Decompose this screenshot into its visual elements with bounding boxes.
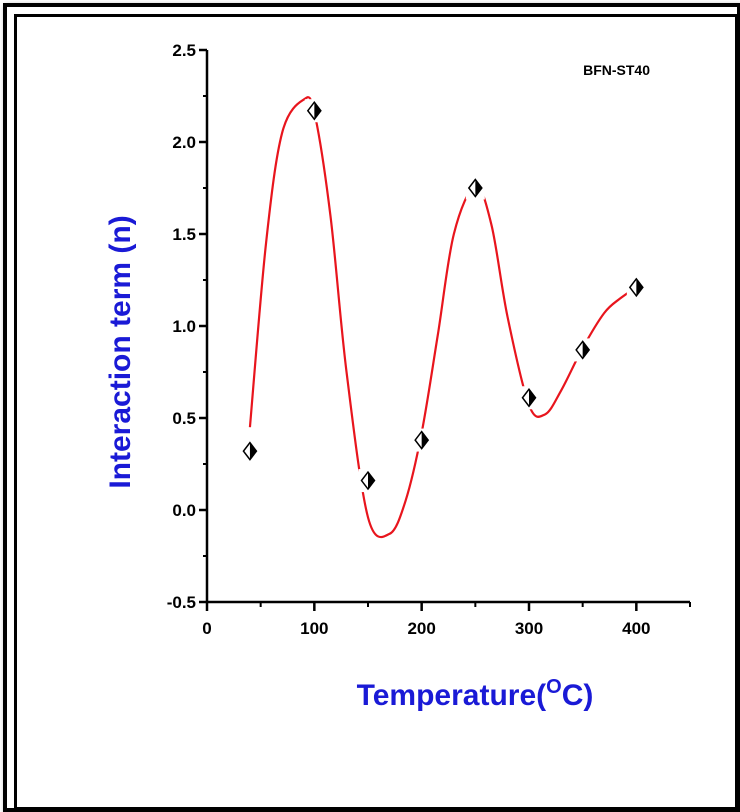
data-point-right-half: [249, 442, 257, 460]
x-axis-title-main: Temperature(: [357, 679, 547, 712]
y-tick-label: -0.5: [167, 593, 196, 612]
data-point-outline: [242, 441, 258, 461]
data-point-left-half: [522, 389, 529, 407]
y-axis-title: Interaction term (n): [104, 215, 137, 488]
inner-frame: [14, 14, 738, 810]
y-tick-label: 1.0: [172, 317, 196, 336]
data-point-left-half: [307, 102, 315, 120]
data-point: [240, 439, 260, 463]
data-point-outline: [467, 178, 483, 198]
data-point: [519, 386, 539, 410]
data-point-left-half: [629, 278, 637, 296]
data-point: [358, 469, 378, 493]
x-tick-label: 100: [300, 619, 328, 638]
x-axis-title: Temperature(OC): [357, 676, 594, 712]
data-point-right-half: [475, 179, 482, 197]
data-point: [412, 428, 432, 452]
data-point-outline: [414, 430, 430, 450]
y-tick-label: 0.0: [172, 501, 196, 520]
data-point-outline: [628, 277, 644, 298]
x-axis-title-superscript: O: [546, 676, 562, 698]
data-point-right-half: [421, 431, 429, 449]
x-tick-label: 300: [515, 619, 543, 638]
data-point-outline: [306, 100, 322, 121]
data-point-right-half: [636, 278, 643, 296]
data-point: [304, 99, 324, 123]
fit-curve: [248, 96, 637, 539]
y-tick-label: 1.5: [172, 225, 196, 244]
data-point-outline: [521, 388, 537, 408]
y-tick-label: 0.5: [172, 409, 196, 428]
x-tick-label: 200: [407, 619, 435, 638]
y-tick-label: 2.0: [172, 133, 196, 152]
y-tick-label: 2.5: [172, 41, 196, 60]
fit-curve-layer: [248, 96, 637, 539]
data-point: [573, 338, 593, 362]
x-tick-label: 400: [622, 619, 650, 638]
data-point-left-half: [415, 431, 422, 449]
series-annotation: BFN-ST40: [583, 62, 650, 78]
x-tick-label: 0: [202, 619, 211, 638]
data-point-right-half: [529, 389, 536, 407]
data-point-left-half: [468, 179, 476, 197]
axes: -0.5 0.0 0.5 1.0 1.5 2.0 2.5 0 100 200 300 400: [167, 41, 691, 638]
data-point-outline: [360, 470, 376, 491]
data-point-left-half: [243, 442, 250, 460]
data-point: [465, 176, 485, 200]
x-axis-title-end: C): [562, 679, 594, 712]
data-point-outline: [575, 340, 591, 360]
data-point-right-half: [582, 341, 590, 359]
data-point: [626, 275, 646, 299]
markers-layer: [240, 99, 646, 493]
data-point-right-half: [314, 102, 321, 120]
data-point-left-half: [361, 472, 368, 490]
data-point-right-half: [368, 472, 375, 490]
data-point-left-half: [576, 341, 583, 359]
